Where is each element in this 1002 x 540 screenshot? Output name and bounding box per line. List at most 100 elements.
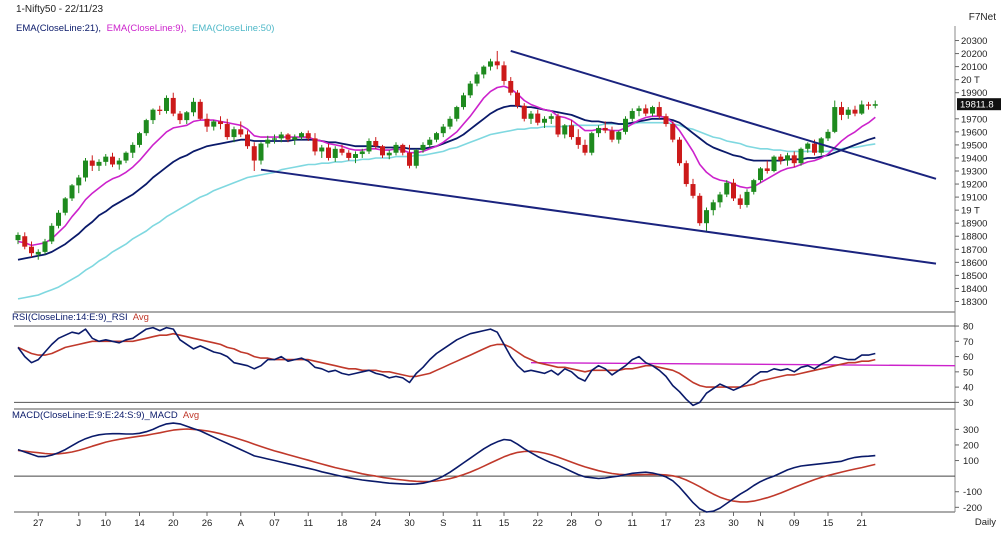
price-y-tick-label: 19400 (961, 153, 987, 164)
candle-body (589, 133, 595, 153)
x-tick-label: 15 (499, 518, 510, 529)
panel-frames (14, 26, 956, 513)
candle-body (218, 121, 223, 125)
price-y-tick-label: 20300 (961, 36, 987, 47)
candle-body (292, 137, 298, 140)
candle (332, 146, 338, 162)
candle-body (400, 144, 406, 153)
candle (62, 197, 68, 216)
candle-body (636, 108, 642, 111)
candle (265, 135, 271, 148)
candle (197, 99, 203, 121)
candle (407, 144, 412, 169)
candle-body (683, 163, 689, 185)
last-price-box (957, 98, 1001, 111)
candle (859, 100, 865, 115)
last-price-label: 19811.8 (960, 100, 994, 111)
candle (231, 126, 237, 143)
candle (562, 124, 568, 139)
rsi-legend: RSI(CloseLine:14:E:9)_RSI Avg (12, 312, 149, 323)
candle (609, 126, 615, 143)
candle (758, 167, 763, 183)
candle (204, 113, 210, 132)
price-y-tick-label: 18500 (961, 271, 987, 282)
candle-body (231, 129, 237, 138)
candle (636, 105, 642, 117)
candle-body (393, 144, 399, 153)
candle (15, 232, 21, 245)
candle-body (629, 110, 635, 119)
candle-body (616, 131, 622, 140)
x-tick-label: 09 (789, 518, 800, 529)
candle-body (272, 138, 277, 140)
candle-body (771, 156, 777, 171)
candle-body (737, 198, 743, 205)
candle-body (197, 101, 203, 119)
candle (582, 139, 588, 156)
candle-body (677, 139, 682, 164)
candle-body (845, 109, 851, 115)
candle-body (22, 236, 28, 247)
candle (278, 131, 284, 143)
candle-body (380, 146, 385, 156)
candle-body (582, 144, 588, 153)
candle-body (656, 107, 662, 117)
candle (258, 142, 264, 165)
candle (677, 137, 682, 166)
candle (778, 154, 784, 165)
candle-body (251, 146, 257, 161)
candle-body (548, 116, 554, 119)
candle (353, 151, 358, 164)
x-tick-label: O (595, 518, 602, 529)
candle-body (184, 112, 190, 121)
macd-avg-line (17, 428, 876, 503)
candle (211, 120, 217, 131)
x-tick-label: 14 (134, 518, 145, 529)
candle (717, 191, 723, 208)
candle-body (319, 147, 325, 152)
rsi-panel: 80 70 60 50 40 30 (14, 322, 974, 409)
price-y-tick-label: 19700 (961, 114, 987, 125)
rsi-y-tick-label: 40 (963, 383, 974, 394)
candle (521, 103, 527, 122)
candle-body (663, 116, 669, 125)
candle (629, 108, 635, 122)
brand-label: F7Net (969, 12, 996, 23)
candle (704, 207, 709, 232)
candle (420, 142, 426, 153)
candle-body (278, 134, 284, 139)
x-tick-label: 11 (303, 518, 313, 529)
candle (764, 160, 770, 174)
candle-body (731, 182, 736, 199)
candle-body (420, 144, 426, 151)
candle (697, 193, 703, 226)
x-tick-label: 28 (566, 518, 577, 529)
price-y-tick-label: 19100 (961, 193, 987, 204)
candle-body (650, 107, 655, 114)
candle (29, 241, 34, 258)
candle (724, 180, 730, 198)
macd-line (17, 422, 876, 513)
candle-body (812, 143, 817, 153)
candle (245, 130, 250, 149)
candle-body (359, 151, 365, 155)
price-y-tick-label: 18800 (961, 232, 987, 243)
candle (710, 199, 716, 216)
candle (751, 178, 757, 195)
candle (494, 50, 500, 70)
macd-avg-legend: Avg (183, 410, 199, 421)
candle-body (89, 160, 95, 166)
candle (83, 157, 88, 182)
candle-body (137, 133, 142, 145)
candle-body (724, 182, 730, 195)
candle-body (474, 74, 480, 84)
candle-body (623, 118, 628, 132)
candle-body (83, 160, 88, 178)
candle-body (454, 107, 460, 119)
candle (771, 155, 777, 173)
candle-body (170, 97, 176, 114)
x-tick-label: A (238, 518, 245, 529)
candle (542, 116, 547, 128)
candle (319, 144, 325, 158)
